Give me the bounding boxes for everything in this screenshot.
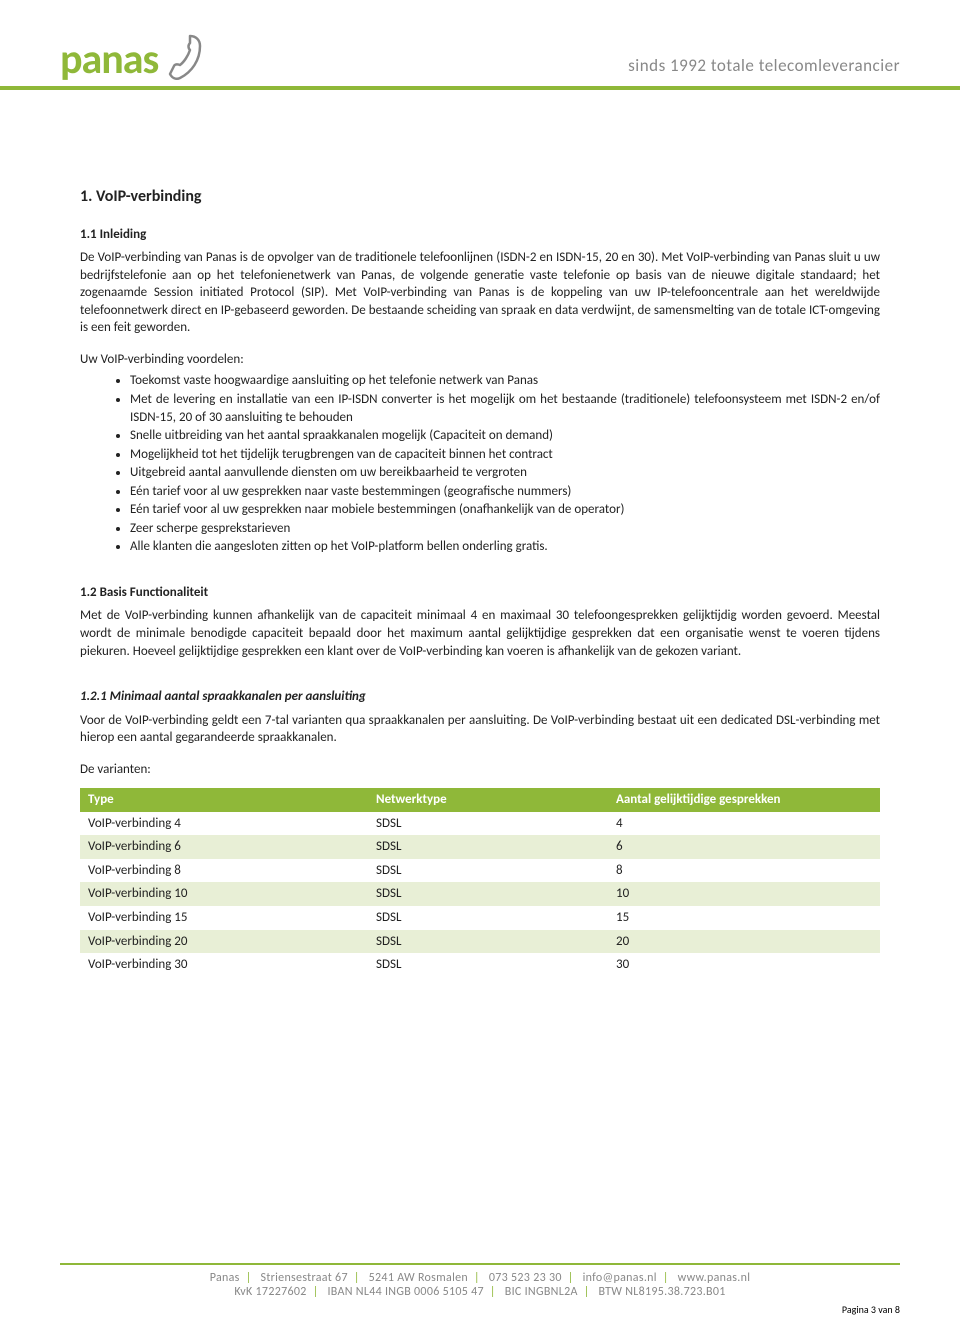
para-1-2-1-1: Voor de VoIP-verbinding geldt een 7-tal …	[80, 712, 880, 747]
para-1-1-1: De VoIP-verbinding van Panas is de opvol…	[80, 249, 880, 337]
footer-rule	[60, 1263, 900, 1265]
section-1-2-1: 1.2.1 Minimaal aantal spraakkanalen per …	[80, 688, 880, 977]
bullets-lead: Uw VoIP-verbinding voordelen:	[80, 351, 880, 369]
table-row: VoIP-verbinding 8 SDSL 8	[80, 859, 880, 883]
page-header: panas sinds 1992 totale telecomleveranci…	[0, 0, 960, 90]
brand-wordmark: panas	[60, 34, 158, 85]
table-row: VoIP-verbinding 15 SDSL 15	[80, 906, 880, 930]
table-row: VoIP-verbinding 20 SDSL 20	[80, 930, 880, 954]
table-row: VoIP-verbinding 6 SDSL 6	[80, 835, 880, 859]
heading-1-2: 1.2 Basis Functionaliteit	[80, 584, 880, 602]
heading-1-2-1: 1.2.1 Minimaal aantal spraakkanalen per …	[80, 688, 880, 706]
list-item: Zeer scherpe gesprekstarieven	[130, 520, 880, 538]
header-tagline: sinds 1992 totale telecomleverancier	[628, 55, 900, 86]
table-row: VoIP-verbinding 30 SDSL 30	[80, 953, 880, 977]
page-number: Pagina 3 van 8	[60, 1303, 900, 1316]
table-row: VoIP-verbinding 4 SDSL 4	[80, 812, 880, 836]
advantages-list: Toekomst vaste hoogwaardige aansluiting …	[90, 372, 880, 555]
list-item: Snelle uitbreiding van het aantal spraak…	[130, 427, 880, 445]
list-item: Eén tarief voor al uw gesprekken naar va…	[130, 483, 880, 501]
variants-table: Type Netwerktype Aantal gelijktijdige ge…	[80, 788, 880, 976]
list-item: Toekomst vaste hoogwaardige aansluiting …	[130, 372, 880, 390]
para-1-2-1: Met de VoIP-verbinding kunnen afhankelij…	[80, 607, 880, 660]
footer-line-1: Panas| Striensestraat 67| 5241 AW Rosmal…	[60, 1271, 900, 1285]
list-item: Eén tarief voor al uw gesprekken naar mo…	[130, 501, 880, 519]
table-row: VoIP-verbinding 10 SDSL 10	[80, 882, 880, 906]
list-item: Uitgebreid aantal aanvullende diensten o…	[130, 464, 880, 482]
document-body: 1. VoIP-verbinding 1.1 Inleiding De VoIP…	[0, 96, 960, 977]
page-footer: Panas| Striensestraat 67| 5241 AW Rosmal…	[0, 1263, 960, 1316]
brand-logo: panas	[60, 32, 206, 86]
footer-line-2: KvK 17227602| IBAN NL44 INGB 0006 5105 4…	[60, 1285, 900, 1299]
phone-icon	[166, 32, 206, 86]
heading-1: 1. VoIP-verbinding	[80, 186, 880, 208]
section-1-2: 1.2 Basis Functionaliteit Met de VoIP-ve…	[80, 584, 880, 660]
list-item: Alle klanten die aangesloten zitten op h…	[130, 538, 880, 556]
th-count: Aantal gelijktijdige gesprekken	[608, 788, 880, 812]
list-item: Mogelijkheid tot het tijdelijk terugbren…	[130, 446, 880, 464]
variants-lead: De varianten:	[80, 761, 880, 779]
heading-1-1: 1.1 Inleiding	[80, 226, 880, 244]
th-network: Netwerktype	[368, 788, 608, 812]
list-item: Met de levering en installatie van een I…	[130, 391, 880, 426]
section-1-1: 1.1 Inleiding De VoIP-verbinding van Pan…	[80, 226, 880, 556]
th-type: Type	[80, 788, 368, 812]
